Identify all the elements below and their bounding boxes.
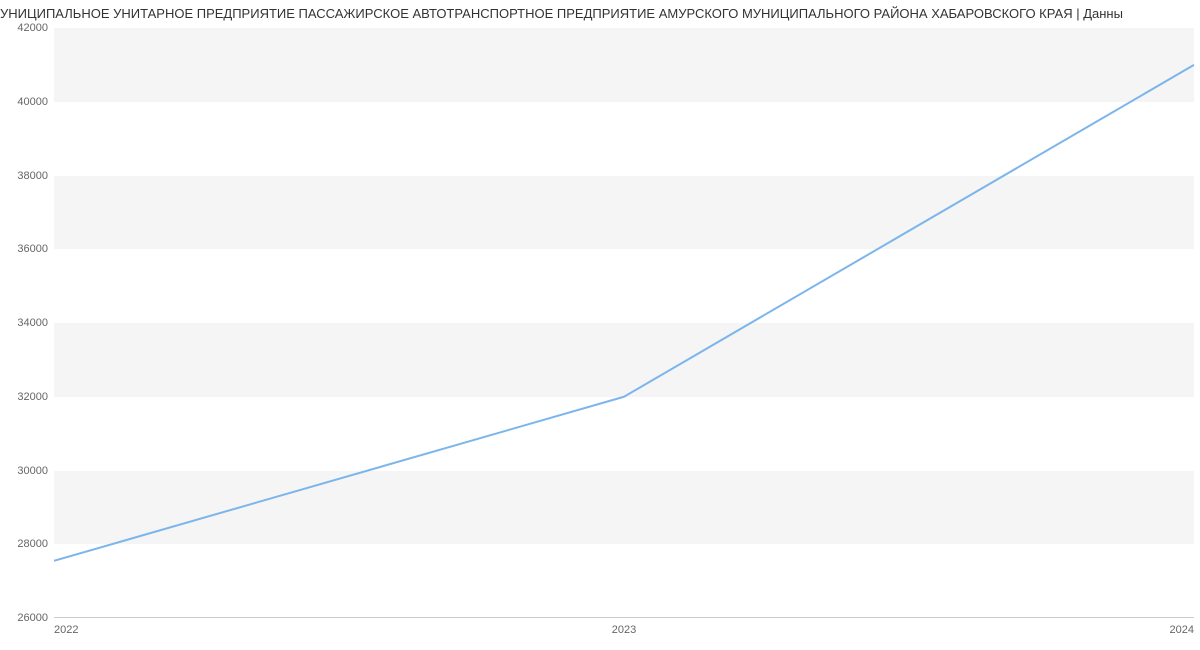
y-tick-label: 30000	[17, 465, 54, 477]
y-tick-label: 32000	[17, 391, 54, 403]
y-tick-label: 34000	[17, 317, 54, 329]
y-tick-label: 26000	[17, 612, 54, 624]
plot-area: 2600028000300003200034000360003800040000…	[54, 28, 1194, 618]
x-tick-label: 2023	[612, 618, 636, 636]
line-series-svg	[54, 28, 1194, 618]
series-line	[54, 65, 1194, 561]
y-tick-label: 42000	[17, 22, 54, 34]
chart-title: УНИЦИПАЛЬНОЕ УНИТАРНОЕ ПРЕДПРИЯТИЕ ПАССА…	[0, 6, 1200, 21]
x-tick-label: 2024	[1170, 618, 1194, 636]
x-tick-label: 2022	[54, 618, 78, 636]
x-axis-line	[54, 617, 1194, 618]
y-tick-label: 28000	[17, 538, 54, 550]
y-tick-label: 40000	[17, 96, 54, 108]
y-tick-label: 38000	[17, 170, 54, 182]
y-tick-label: 36000	[17, 243, 54, 255]
